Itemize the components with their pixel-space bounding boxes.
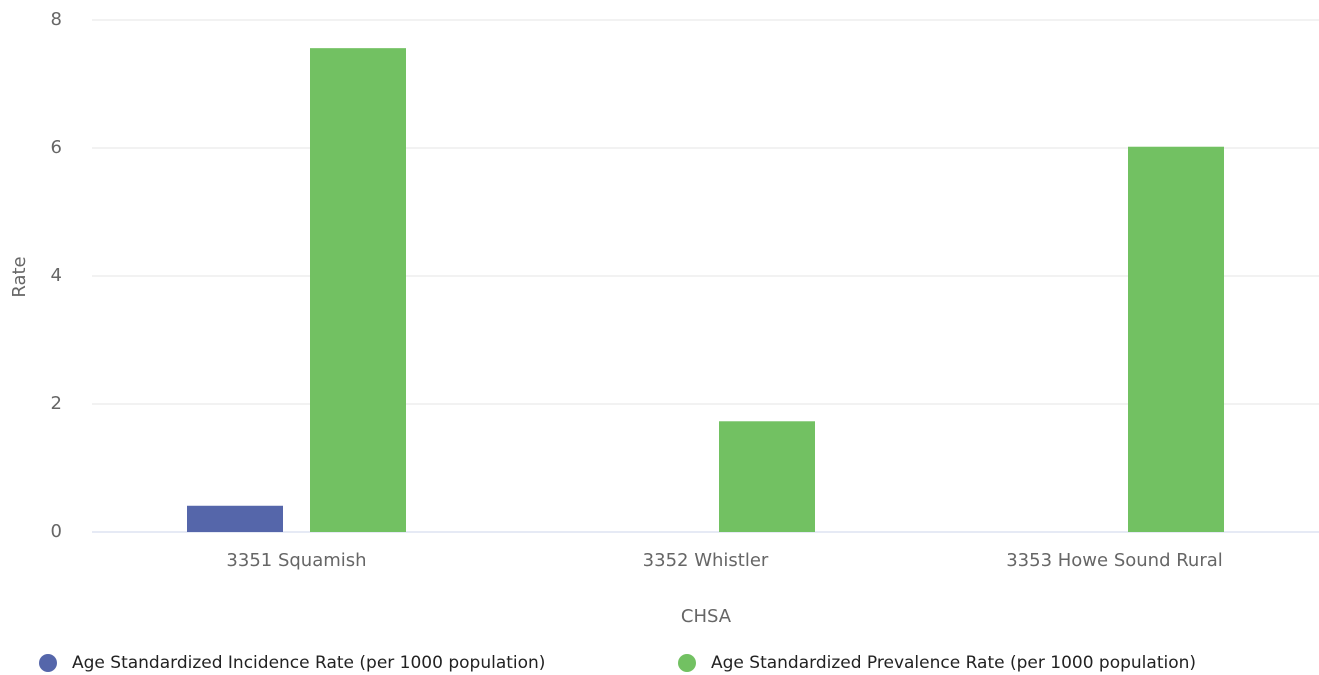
- bar: [310, 48, 406, 532]
- bar: [719, 421, 815, 532]
- legend-marker: [678, 654, 696, 672]
- x-tick-label: 3351 Squamish: [226, 550, 366, 571]
- x-axis-title: CHSA: [681, 606, 732, 627]
- legend-label: Age Standardized Prevalence Rate (per 10…: [711, 653, 1196, 673]
- bar: [1128, 146, 1224, 532]
- x-tick-label: 3352 Whistler: [643, 550, 769, 571]
- y-tick-label: 4: [51, 265, 62, 286]
- x-tick-label: 3353 Howe Sound Rural: [1006, 550, 1223, 571]
- y-axis-title: Rate: [9, 256, 30, 297]
- bar: [187, 505, 283, 532]
- y-tick-label: 2: [51, 393, 62, 414]
- legend: Age Standardized Incidence Rate (per 100…: [39, 653, 1196, 673]
- y-tick-label: 8: [51, 9, 62, 30]
- legend-marker: [39, 654, 57, 672]
- y-tick-label: 0: [51, 521, 62, 542]
- y-tick-label: 6: [51, 137, 62, 158]
- legend-label: Age Standardized Incidence Rate (per 100…: [72, 653, 545, 673]
